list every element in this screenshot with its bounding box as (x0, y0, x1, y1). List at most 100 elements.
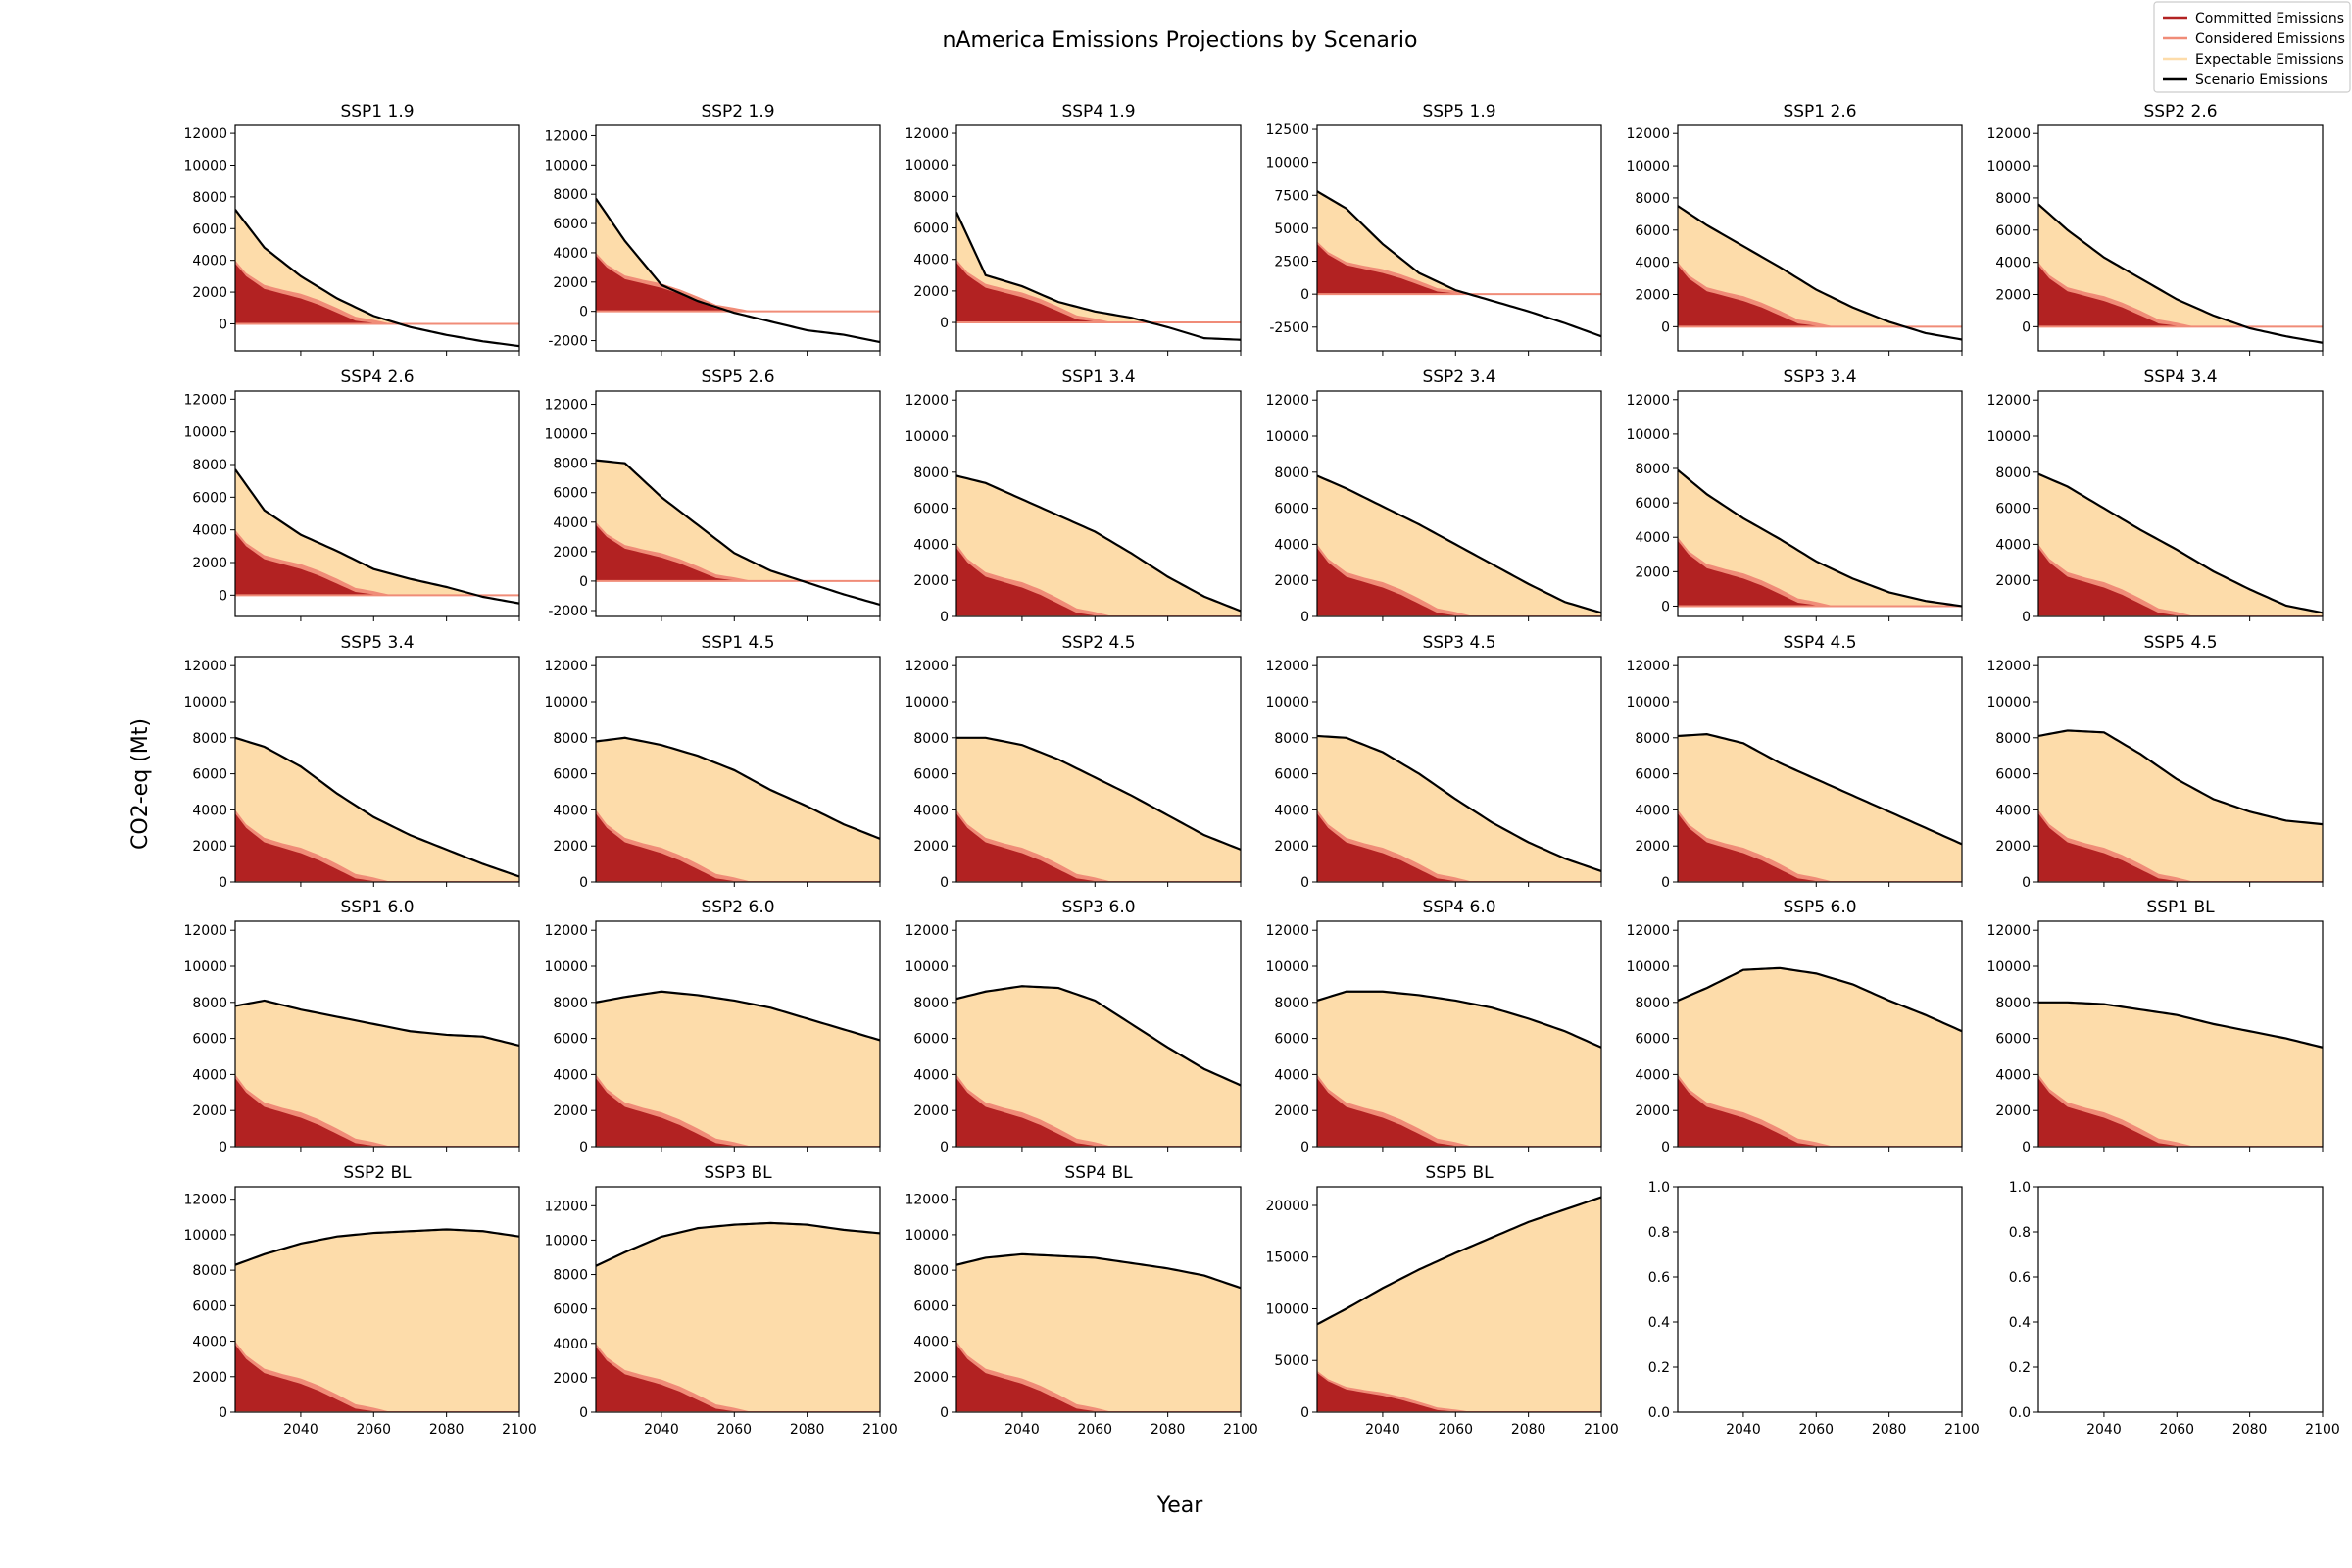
y-tick-label: 8000 (913, 1263, 949, 1279)
panel-frame (1316, 1186, 1602, 1413)
y-tick-label: 0 (1300, 610, 1309, 625)
panel: SSP2 1.9 -2000 0 2000 4000 6000 8000 10000 12000 (544, 102, 881, 356)
panel-frame (1316, 920, 1602, 1148)
expectable-area (1317, 475, 1601, 616)
committed-area (1678, 265, 1962, 327)
y-tick-label: 10000 (1626, 959, 1670, 975)
expectable-area (1678, 734, 1962, 882)
committed-area (2038, 265, 2323, 327)
committed-area (956, 548, 1241, 616)
scenario-line (1317, 474, 1601, 614)
y-tick-label: 8000 (553, 457, 588, 472)
y-tick-label: 2000 (1635, 839, 1670, 855)
y-tick-label: 12000 (183, 126, 227, 142)
y-tick-label: 2000 (913, 573, 949, 589)
committed-area (1317, 548, 1601, 616)
panel-plot (235, 468, 519, 605)
panel: SSP1 2.6 0 2000 4000 6000 8000 10000 12000 (1626, 102, 1963, 356)
panel: SSP4 2.6 0 2000 4000 6000 8000 10000 12000 (183, 368, 520, 621)
y-tick-label: 0.0 (2009, 1405, 2031, 1421)
scenario-line (956, 212, 1241, 341)
y-tick-label: 0.6 (1648, 1270, 1670, 1286)
expectable-area (235, 469, 519, 596)
panel-title: SSP2 6.0 (701, 898, 774, 917)
y-tick-label: 12000 (544, 398, 588, 414)
panel: SSP2 BL 0 2000 4000 6000 8000 10000 12000 2040 20… (183, 1163, 536, 1438)
scenario-line (235, 999, 519, 1048)
y-tick-label: 12000 (183, 392, 227, 408)
y-tick-label: 2000 (192, 285, 227, 301)
scenario-line (596, 198, 880, 344)
panel: SSP5 4.5 0 2000 4000 6000 8000 10000 12000 (1986, 633, 2324, 891)
y-tick-label: 2000 (1995, 573, 2031, 589)
x-tick-label: 2040 (1365, 1422, 1400, 1438)
scenario-line (2038, 472, 2323, 614)
panel: SSP1 1.9 0 2000 4000 6000 8000 10000 12000 (183, 102, 520, 356)
panel: SSP5 3.4 0 2000 4000 6000 8000 10000 12000 (183, 633, 520, 891)
committed-area (2038, 813, 2323, 882)
y-tick-label: -2000 (548, 334, 588, 350)
panel: SSP2 4.5 0 2000 4000 6000 8000 10000 12000 (905, 633, 1242, 891)
y-tick-label: 6000 (1995, 223, 2031, 239)
y-tick-label: 0 (579, 1405, 588, 1421)
y-tick-label: 10000 (905, 959, 949, 975)
y-tick-label: 12000 (1986, 659, 2031, 674)
y-tick-label: 6000 (913, 502, 949, 517)
panel-title: SSP5 3.4 (340, 633, 414, 653)
panel-title: SSP5 2.6 (701, 368, 774, 387)
panel-title: SSP2 4.5 (1061, 633, 1135, 653)
y-tick-label: 12000 (1626, 659, 1670, 674)
y-tick-label: 4000 (1995, 537, 2031, 553)
y-tick-label: 8000 (1995, 731, 2031, 747)
panel: 0.0 0.2 0.4 0.6 0.8 1.0 2040 2060 2080 2100 (2009, 1180, 2340, 1438)
panel-plot (235, 736, 519, 882)
y-tick-label: 4000 (1635, 256, 1670, 271)
expectable-area (596, 737, 880, 882)
y-tick-label: 0 (2022, 875, 2031, 891)
y-tick-label: 8000 (192, 996, 227, 1011)
y-tick-label: 10000 (1265, 429, 1309, 445)
y-tick-label: 2000 (1274, 1103, 1309, 1119)
y-tick-label: 4000 (553, 515, 588, 531)
panel-frame (595, 124, 881, 352)
y-tick-label: 0 (940, 610, 949, 625)
panel-title: SSP1 3.4 (1061, 368, 1135, 387)
panel: SSP4 BL 0 2000 4000 6000 8000 10000 12000 2040 20… (905, 1163, 1257, 1438)
y-tick-label: 8000 (1995, 996, 2031, 1011)
scenario-line (1678, 468, 1962, 608)
y-tick-label: 12000 (905, 393, 949, 409)
scenario-line (1317, 190, 1601, 338)
x-tick-label: 2060 (1798, 1422, 1834, 1438)
y-tick-label: 0.8 (2009, 1225, 2031, 1241)
panel-frame (1677, 1186, 1963, 1413)
panel-title: SSP3 6.0 (1061, 898, 1135, 917)
panels: SSP1 1.9020004000600080001000012000SSP2 … (183, 102, 2339, 1438)
panel-title: SSP2 3.4 (1422, 368, 1495, 387)
y-tick-label: 8000 (1995, 466, 2031, 481)
y-tick-label: 8000 (192, 458, 227, 473)
expectable-area (235, 209, 519, 324)
y-tick-label: 2000 (553, 839, 588, 855)
y-tick-label: 8000 (913, 466, 949, 481)
panel-frame (956, 656, 1242, 883)
y-tick-label: 4000 (913, 253, 949, 269)
y-tick-label: 2000 (913, 284, 949, 300)
y-tick-label: 10000 (544, 427, 588, 443)
y-tick-label: 2000 (1635, 288, 1670, 304)
y-tick-label: 6000 (192, 1298, 227, 1314)
panel-title: SSP4 6.0 (1422, 898, 1495, 917)
expectable-area (596, 1222, 880, 1412)
y-tick-label: 2000 (913, 1103, 949, 1119)
panel-frame (2037, 920, 2324, 1148)
scenario-line (956, 474, 1241, 612)
y-tick-label: 4000 (192, 523, 227, 539)
committed-area (596, 1078, 880, 1147)
y-tick-label: 2000 (553, 1371, 588, 1387)
panel: SSP3 3.4 0 2000 4000 6000 8000 10000 12000 (1626, 368, 1963, 621)
x-axis-label: Year (1156, 1494, 1204, 1518)
y-tick-label: 8000 (192, 190, 227, 206)
panel-plot (235, 209, 519, 348)
y-tick-label: 10000 (183, 695, 227, 710)
expectable-area (1317, 1197, 1601, 1412)
y-tick-label: 4000 (192, 803, 227, 818)
